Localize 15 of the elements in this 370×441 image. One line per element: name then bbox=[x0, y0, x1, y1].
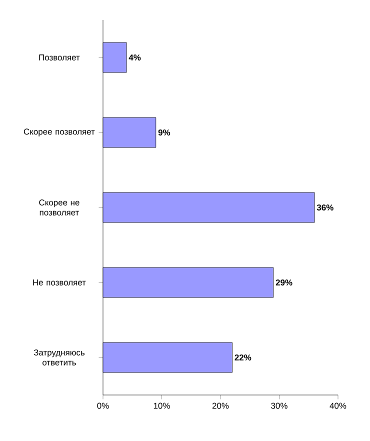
x-tick-label: 10% bbox=[154, 402, 170, 409]
x-tick-label: 20% bbox=[212, 402, 229, 409]
data-label: 4% bbox=[128, 54, 141, 60]
y-tick-label: Затрудняюсь ответить bbox=[34, 350, 85, 366]
data-label: 9% bbox=[158, 130, 170, 136]
x-tick-label: 40% bbox=[330, 402, 346, 409]
x-tick-label: 30% bbox=[271, 402, 288, 409]
data-label: 29% bbox=[276, 280, 292, 286]
y-tick-label: Скорее не позволяет bbox=[39, 200, 80, 216]
y-tick-label: Позволяет bbox=[39, 54, 80, 60]
data-label: 36% bbox=[316, 204, 334, 210]
y-tick-label: Скорее позволяет bbox=[24, 128, 95, 136]
y-tick-label: Не позволяет bbox=[33, 280, 86, 286]
data-label: 22% bbox=[234, 354, 252, 360]
x-tick-label: 0% bbox=[97, 402, 109, 409]
